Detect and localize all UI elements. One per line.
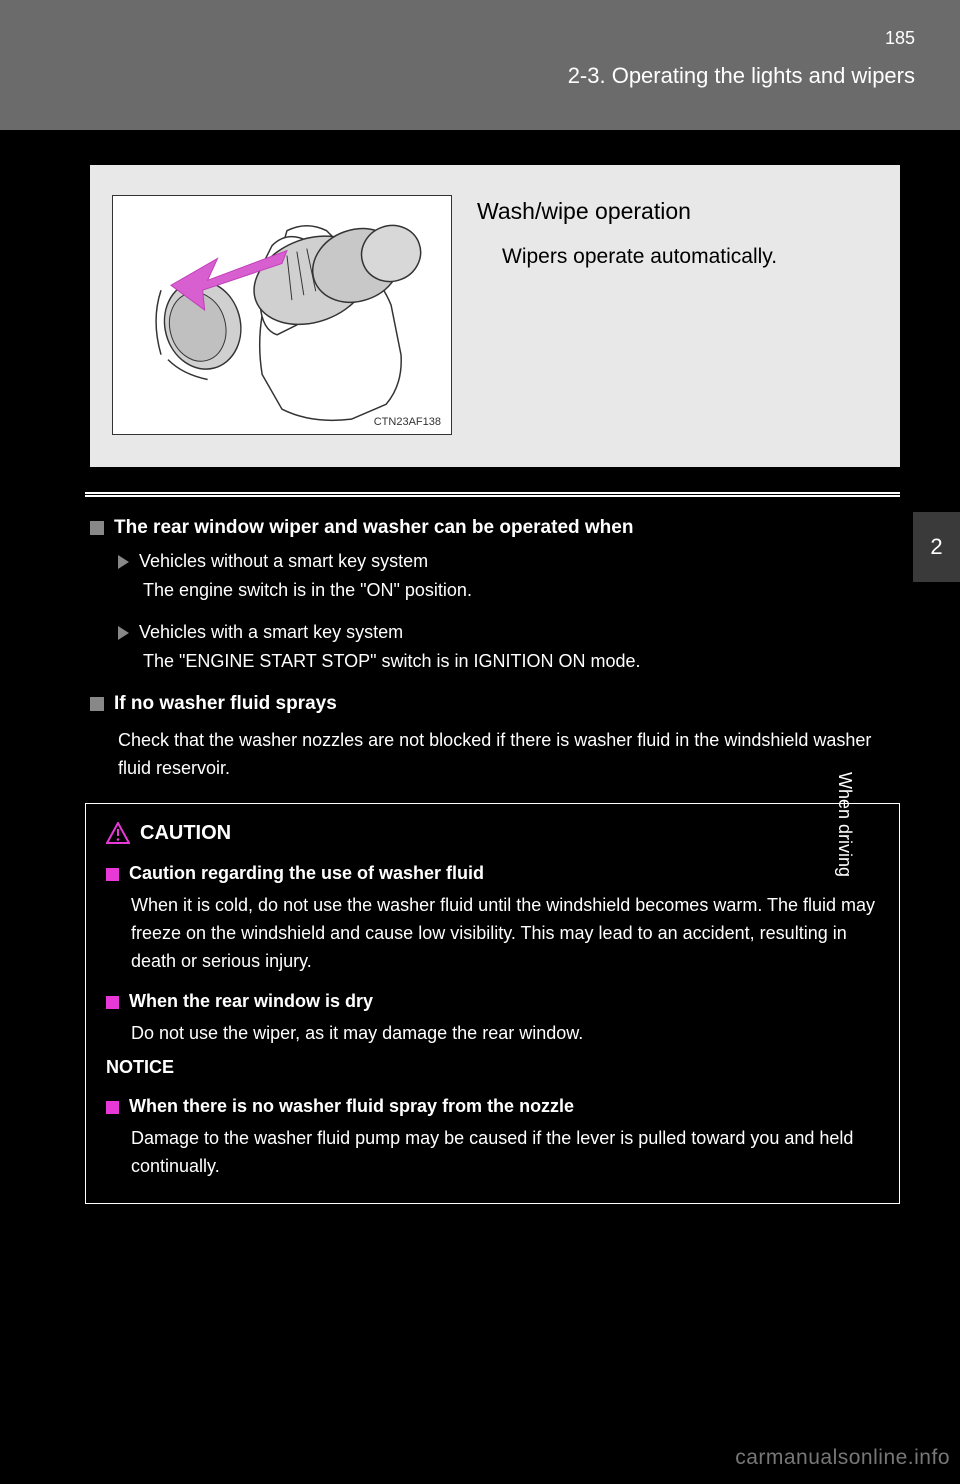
side-tab-label: When driving (834, 772, 855, 972)
caution-box: CAUTION Caution regarding the use of was… (85, 803, 900, 1204)
sub-text-2: The "ENGINE START STOP" switch is in IGN… (143, 648, 900, 675)
figure-text-block: Wash/wipe operation Wipers operate autom… (477, 195, 777, 437)
side-tab-number: 2 (930, 534, 942, 560)
caution-item-2-heading: When the rear window is dry (106, 991, 879, 1012)
side-tab: 2 When driving (913, 512, 960, 582)
pink-square-bullet-icon (106, 1101, 119, 1114)
info-heading-1: The rear window wiper and washer can be … (90, 517, 900, 539)
top-banner: 185 2-3. Operating the lights and wipers (0, 0, 960, 130)
warning-triangle-icon (106, 822, 130, 844)
caution-item-1-heading: Caution regarding the use of washer flui… (106, 863, 879, 884)
figure-title: Wash/wipe operation (477, 198, 777, 225)
square-bullet-icon (90, 697, 104, 711)
caution-item-1-heading-text: Caution regarding the use of washer flui… (129, 863, 484, 883)
caution-item-2-text: Do not use the wiper, as it may damage t… (131, 1020, 879, 1048)
figure-caption: CTN23AF138 (374, 416, 441, 428)
triangle-bullet-icon (118, 626, 129, 640)
sub-item-1: Vehicles without a smart key system The … (118, 551, 900, 604)
watermark: carmanualsonline.info (735, 1446, 950, 1470)
sub-text-1: The engine switch is in the "ON" positio… (143, 577, 900, 604)
info-body-2: Check that the washer nozzles are not bl… (118, 727, 900, 783)
pink-square-bullet-icon (106, 996, 119, 1009)
sub-heading-1: Vehicles without a smart key system (118, 551, 900, 572)
pink-square-bullet-icon (106, 868, 119, 881)
section-divider (85, 492, 900, 497)
caution-item-1-text: When it is cold, do not use the washer f… (131, 892, 879, 976)
sub-heading-2: Vehicles with a smart key system (118, 622, 900, 643)
figure-panel: CTN23AF138 Wash/wipe operation Wipers op… (90, 165, 900, 467)
info-heading-1-text: The rear window wiper and washer can be … (114, 517, 633, 538)
page-number: 185 (885, 28, 915, 49)
sub-heading-1-text: Vehicles without a smart key system (139, 551, 428, 571)
chapter-heading: 2-3. Operating the lights and wipers (568, 63, 915, 89)
caution-item-3-text: Damage to the washer fluid pump may be c… (131, 1125, 879, 1181)
figure-image: CTN23AF138 (112, 195, 452, 435)
caution-title: CAUTION (140, 822, 231, 845)
info-heading-2: If no washer fluid sprays (90, 693, 900, 715)
triangle-bullet-icon (118, 555, 129, 569)
caution-header: CAUTION (106, 822, 879, 845)
figure-description: Wipers operate automatically. (477, 245, 777, 269)
caution-item-3-heading: When there is no washer fluid spray from… (106, 1096, 879, 1117)
sub-item-2: Vehicles with a smart key system The "EN… (118, 622, 900, 675)
caution-item-3-heading-text: When there is no washer fluid spray from… (129, 1096, 574, 1116)
content-area: CTN23AF138 Wash/wipe operation Wipers op… (0, 130, 960, 1484)
caution-item-2-heading-text: When the rear window is dry (129, 991, 373, 1011)
notice-label: NOTICE (106, 1054, 879, 1082)
info-heading-2-text: If no washer fluid sprays (114, 693, 337, 714)
wiper-stalk-illustration (113, 196, 451, 434)
square-bullet-icon (90, 521, 104, 535)
info-section: The rear window wiper and washer can be … (90, 517, 900, 783)
sub-heading-2-text: Vehicles with a smart key system (139, 622, 403, 642)
